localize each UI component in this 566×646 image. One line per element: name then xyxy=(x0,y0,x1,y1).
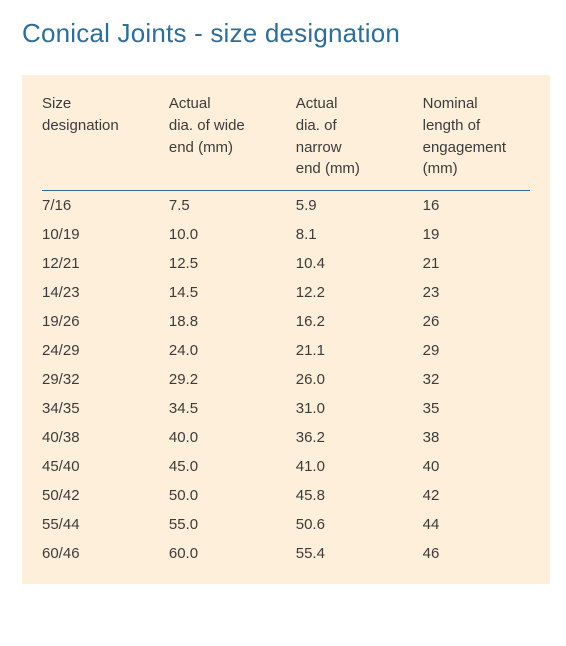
table-row: 14/2314.512.223 xyxy=(42,278,530,307)
cell-size: 55/44 xyxy=(42,510,169,539)
col-header-line: dia. of xyxy=(296,117,337,134)
cell-size: 40/38 xyxy=(42,423,169,452)
cell-wide: 34.5 xyxy=(169,394,296,423)
table-row: 19/2618.816.226 xyxy=(42,307,530,336)
cell-size: 10/19 xyxy=(42,220,169,249)
cell-size: 45/40 xyxy=(42,452,169,481)
cell-nominal: 38 xyxy=(423,423,530,452)
cell-narrow: 8.1 xyxy=(296,220,423,249)
table-header: Size designation Actual dia. of wide end (m… xyxy=(42,89,530,191)
table-row: 29/3229.226.032 xyxy=(42,365,530,394)
cell-narrow: 5.9 xyxy=(296,191,423,221)
table-row: 50/4250.045.842 xyxy=(42,481,530,510)
cell-narrow: 31.0 xyxy=(296,394,423,423)
col-header-line: narrow xyxy=(296,139,342,156)
cell-wide: 7.5 xyxy=(169,191,296,221)
table-row: 34/3534.531.035 xyxy=(42,394,530,423)
col-header-line: length of xyxy=(423,117,481,134)
cell-narrow: 26.0 xyxy=(296,365,423,394)
col-header-narrow: Actual dia. of narrow end (mm) xyxy=(296,89,423,191)
table-body: 7/167.55.91610/1910.08.11912/2112.510.42… xyxy=(42,191,530,569)
col-header-line: (mm) xyxy=(423,160,458,177)
cell-size: 60/46 xyxy=(42,539,169,568)
cell-nominal: 32 xyxy=(423,365,530,394)
table-row: 12/2112.510.421 xyxy=(42,249,530,278)
col-header-line: Actual xyxy=(296,95,338,112)
cell-wide: 29.2 xyxy=(169,365,296,394)
cell-narrow: 10.4 xyxy=(296,249,423,278)
conical-joints-table: Size designation Actual dia. of wide end (m… xyxy=(42,89,530,568)
table-row: 40/3840.036.238 xyxy=(42,423,530,452)
cell-nominal: 26 xyxy=(423,307,530,336)
col-header-line: Nominal xyxy=(423,95,478,112)
table-row: 24/2924.021.129 xyxy=(42,336,530,365)
cell-narrow: 45.8 xyxy=(296,481,423,510)
col-header-nominal: Nominal length of engagement (mm) xyxy=(423,89,530,191)
cell-wide: 55.0 xyxy=(169,510,296,539)
cell-wide: 45.0 xyxy=(169,452,296,481)
cell-narrow: 41.0 xyxy=(296,452,423,481)
cell-nominal: 23 xyxy=(423,278,530,307)
cell-size: 12/21 xyxy=(42,249,169,278)
cell-size: 14/23 xyxy=(42,278,169,307)
cell-narrow: 55.4 xyxy=(296,539,423,568)
cell-wide: 60.0 xyxy=(169,539,296,568)
table-row: 10/1910.08.119 xyxy=(42,220,530,249)
cell-size: 50/42 xyxy=(42,481,169,510)
col-header-wide: Actual dia. of wide end (mm) xyxy=(169,89,296,191)
cell-nominal: 35 xyxy=(423,394,530,423)
table-row: 7/167.55.916 xyxy=(42,191,530,221)
cell-size: 29/32 xyxy=(42,365,169,394)
cell-wide: 14.5 xyxy=(169,278,296,307)
table-row: 60/4660.055.446 xyxy=(42,539,530,568)
cell-wide: 50.0 xyxy=(169,481,296,510)
table-row: 55/4455.050.644 xyxy=(42,510,530,539)
cell-narrow: 36.2 xyxy=(296,423,423,452)
cell-size: 24/29 xyxy=(42,336,169,365)
cell-size: 19/26 xyxy=(42,307,169,336)
cell-nominal: 40 xyxy=(423,452,530,481)
table-row: 45/4045.041.040 xyxy=(42,452,530,481)
col-header-size: Size designation xyxy=(42,89,169,191)
cell-wide: 24.0 xyxy=(169,336,296,365)
cell-nominal: 21 xyxy=(423,249,530,278)
cell-wide: 18.8 xyxy=(169,307,296,336)
cell-narrow: 12.2 xyxy=(296,278,423,307)
col-header-line: engagement xyxy=(423,139,506,156)
cell-nominal: 29 xyxy=(423,336,530,365)
table-container: Size designation Actual dia. of wide end (m… xyxy=(22,75,550,584)
cell-nominal: 16 xyxy=(423,191,530,221)
cell-wide: 10.0 xyxy=(169,220,296,249)
cell-wide: 40.0 xyxy=(169,423,296,452)
col-header-line: Actual xyxy=(169,95,211,112)
cell-narrow: 21.1 xyxy=(296,336,423,365)
col-header-line: end (mm) xyxy=(169,139,233,156)
page-title: Conical Joints - size designation xyxy=(22,18,550,49)
cell-wide: 12.5 xyxy=(169,249,296,278)
col-header-line: end (mm) xyxy=(296,160,360,177)
cell-size: 34/35 xyxy=(42,394,169,423)
cell-narrow: 50.6 xyxy=(296,510,423,539)
col-header-line: Size xyxy=(42,95,71,112)
cell-nominal: 46 xyxy=(423,539,530,568)
col-header-line: designation xyxy=(42,117,119,134)
cell-nominal: 44 xyxy=(423,510,530,539)
cell-nominal: 42 xyxy=(423,481,530,510)
cell-narrow: 16.2 xyxy=(296,307,423,336)
cell-size: 7/16 xyxy=(42,191,169,221)
col-header-line: dia. of wide xyxy=(169,117,245,134)
cell-nominal: 19 xyxy=(423,220,530,249)
